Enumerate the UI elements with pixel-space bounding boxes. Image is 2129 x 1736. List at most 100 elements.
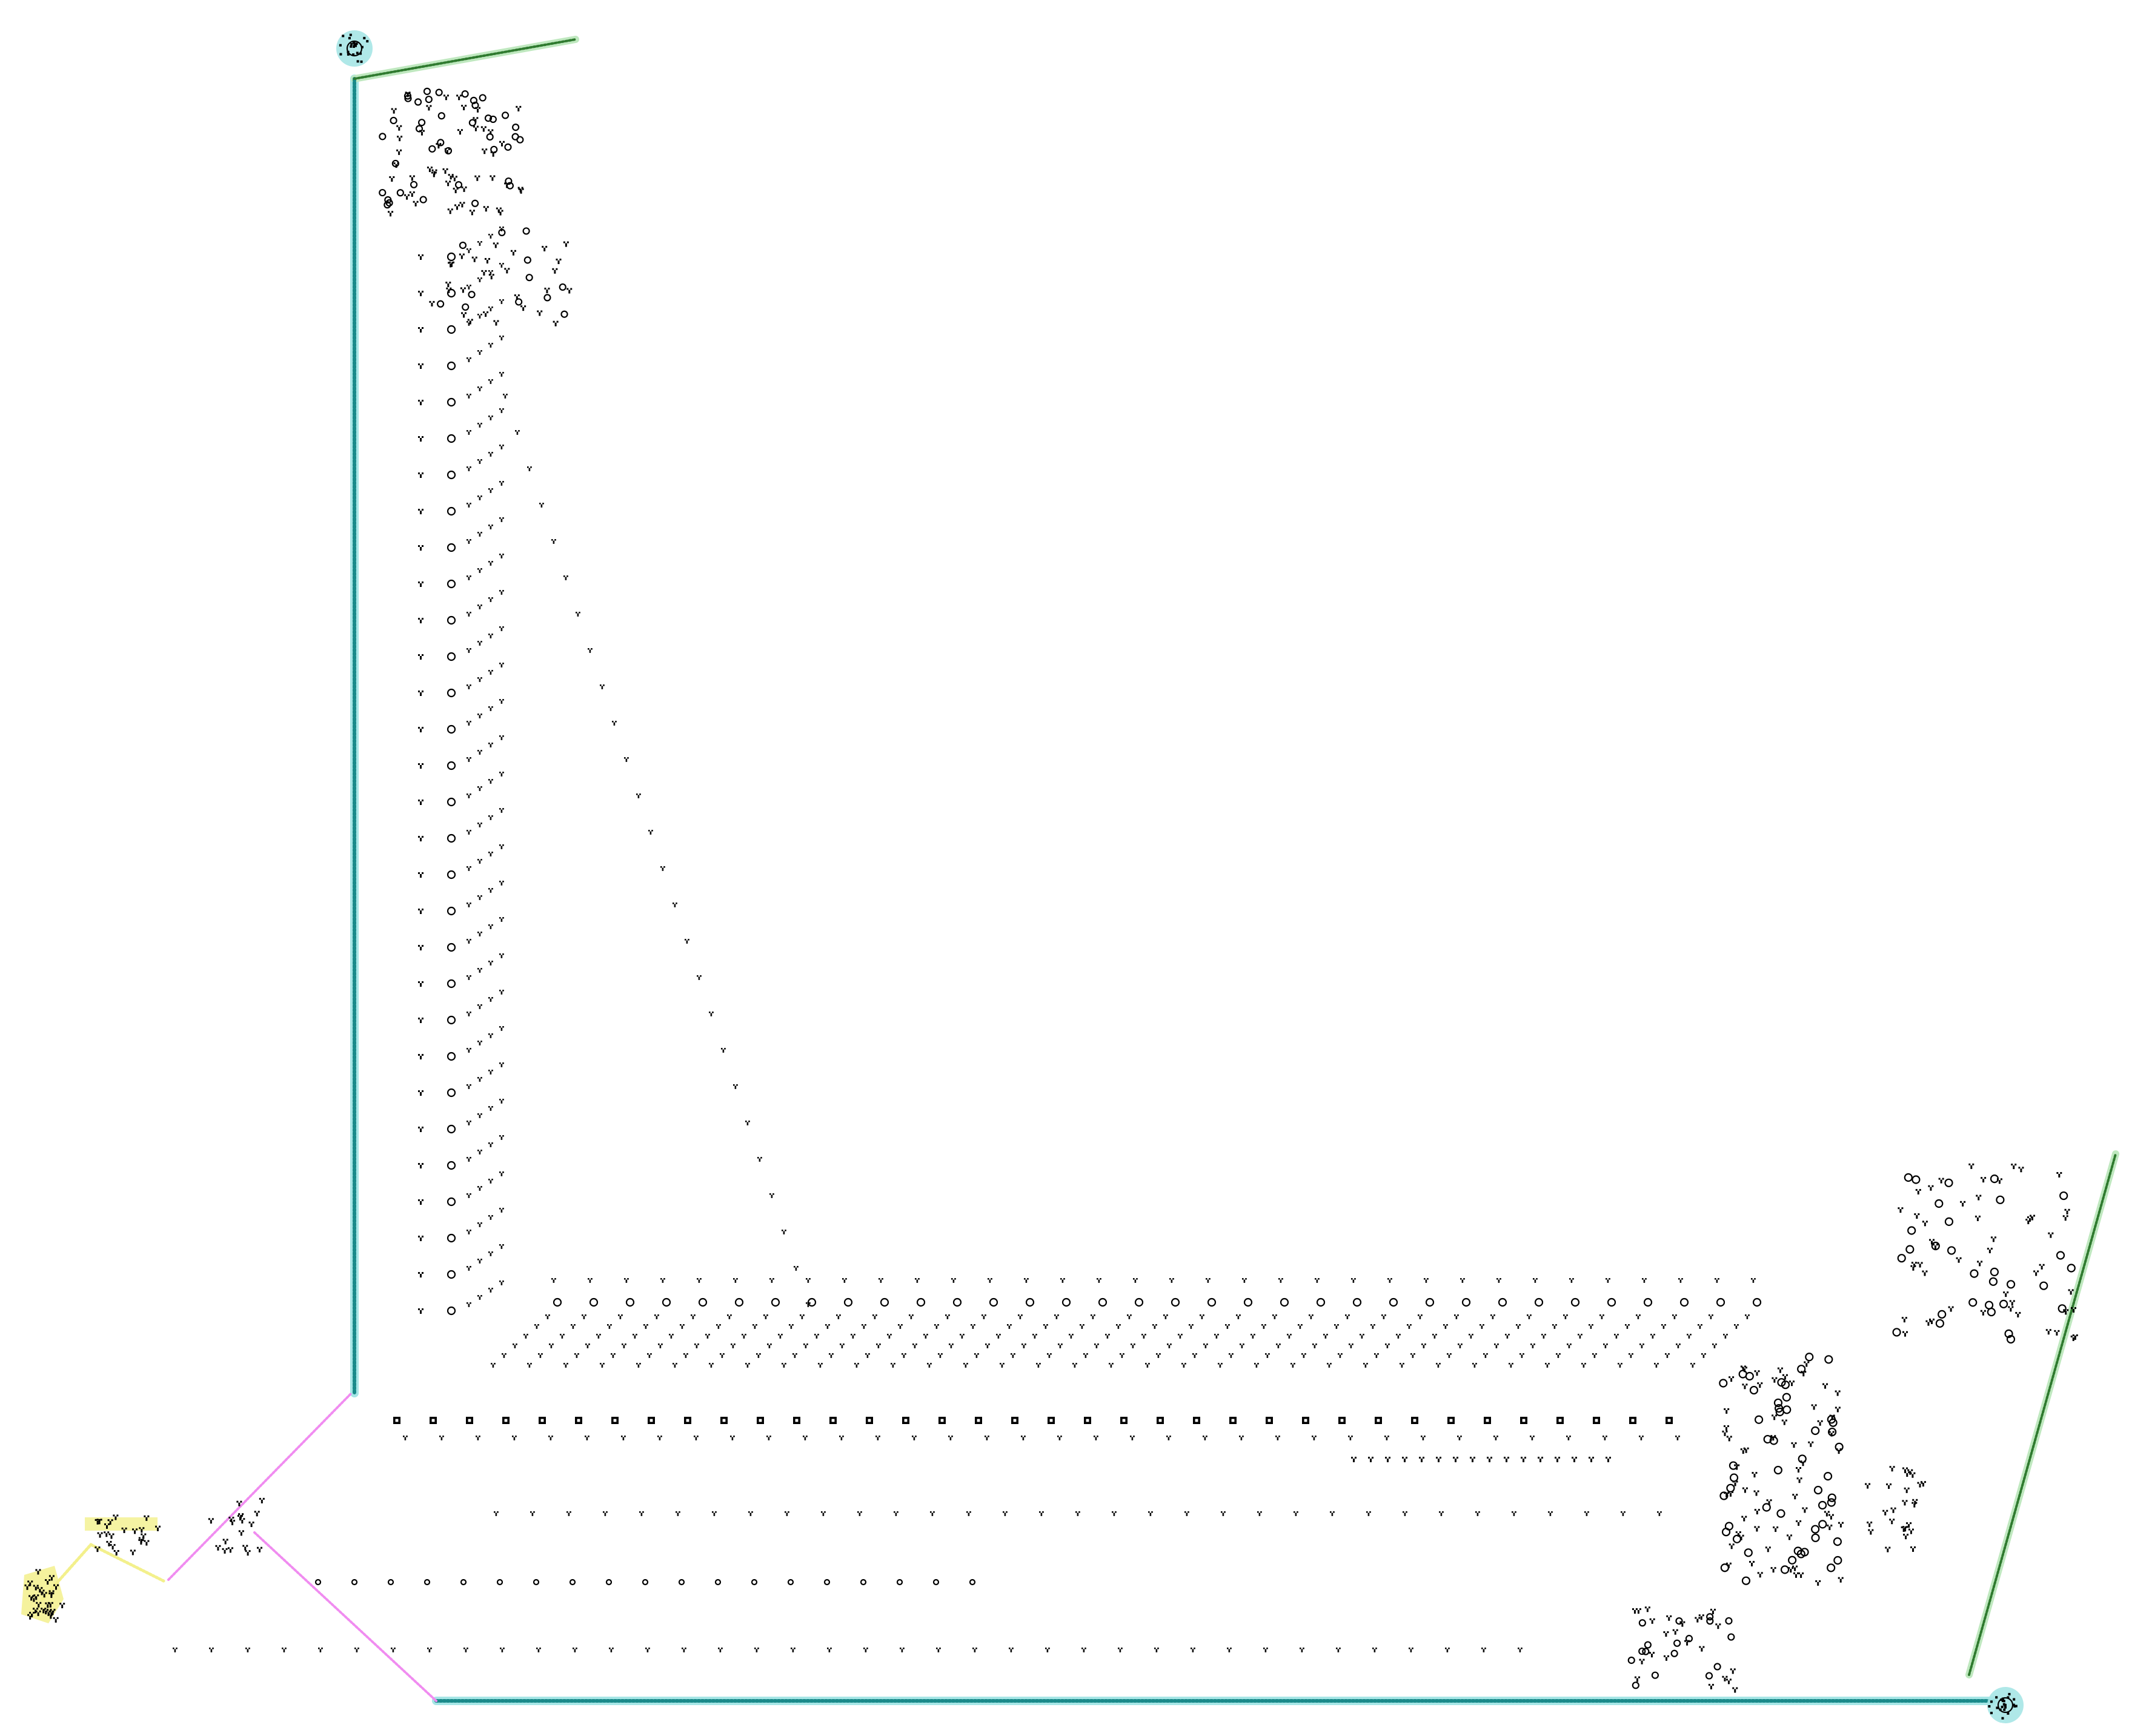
cell-dot-icon <box>1746 1317 1749 1319</box>
cell-dot-icon <box>1564 1316 1567 1318</box>
cell-dot-icon <box>350 45 353 48</box>
cell-dot-icon <box>576 1356 578 1358</box>
cell-dot-icon <box>1904 1528 1907 1530</box>
cell-dot-icon <box>418 581 420 583</box>
cell-dot-icon <box>613 722 616 724</box>
cell-dot-icon <box>422 1090 423 1092</box>
cell-dot-icon <box>1257 1363 1259 1365</box>
cell-dot-icon <box>1775 1414 1778 1417</box>
cell-glyph <box>1789 1380 1795 1386</box>
cell-dot-icon <box>1014 1353 1015 1355</box>
cell-dot-icon <box>480 1041 482 1042</box>
cell-glyph <box>228 1517 234 1523</box>
cell-dot-icon <box>843 1279 846 1282</box>
cell-glyph <box>1338 1353 1343 1358</box>
cell-dot-icon <box>1712 1612 1714 1614</box>
cell-dot-icon <box>1777 1367 1779 1370</box>
cell-glyph <box>1938 1178 1944 1184</box>
cell-dot-icon <box>500 375 503 377</box>
cell-dot-icon <box>31 1615 33 1617</box>
cell-dot-icon <box>488 634 490 635</box>
cell-dot-icon <box>1097 1343 1099 1345</box>
cell-dot-icon <box>1145 1363 1147 1365</box>
cell-dot-icon <box>842 1436 844 1437</box>
cell-glyph <box>47 1602 53 1608</box>
cell-dot-icon <box>1439 1363 1441 1365</box>
cell-dot-icon <box>1919 1188 1921 1191</box>
cell-dot-icon <box>1097 1436 1098 1437</box>
cell-dot-icon <box>1532 1345 1534 1347</box>
cell-glyph <box>2025 1219 2031 1225</box>
cell-dot-icon <box>339 44 342 47</box>
cell-dot-icon <box>1911 1502 1914 1504</box>
cell-glyph <box>499 336 504 340</box>
cell-dot-icon <box>1551 1511 1553 1513</box>
cell-dot-icon <box>1737 1324 1739 1326</box>
cell-dot-icon <box>224 1540 227 1543</box>
cell-dot-icon <box>261 1501 263 1503</box>
cell-dot-icon <box>398 128 400 131</box>
cell-dot-icon <box>574 1649 576 1651</box>
cell-dot-icon <box>1410 1324 1412 1326</box>
cell-dot-icon <box>1742 1367 1744 1370</box>
ring-cell-icon <box>1644 1641 1652 1649</box>
cell-dot-icon <box>586 1437 588 1439</box>
cell-dot-icon <box>1924 1274 1926 1276</box>
cell-dot-icon <box>1078 1511 1080 1513</box>
cell-dot-icon <box>1718 1278 1719 1280</box>
cell-dot-icon <box>1779 1371 1781 1373</box>
cell-dot-icon <box>479 680 481 682</box>
cell-dot-icon <box>771 1279 773 1282</box>
cell-dot-icon <box>552 1343 554 1345</box>
cell-dot-icon <box>526 1334 528 1336</box>
dense-cell-icon <box>1411 1417 1418 1424</box>
cell-dot-icon <box>679 1511 680 1513</box>
cell-dot-icon <box>717 1325 720 1328</box>
cell-glyph <box>1418 1314 1423 1319</box>
cell-dot-icon <box>499 263 501 265</box>
cell-dot-icon <box>568 291 571 294</box>
cell-dot-icon <box>1534 1281 1536 1283</box>
cell-glyph <box>1734 1324 1739 1329</box>
cell-glyph <box>499 517 504 522</box>
ring-cell-icon <box>1498 1297 1507 1307</box>
dense-cell-icon <box>430 1417 437 1424</box>
cell-dot-icon <box>936 1648 938 1649</box>
cell-dot-icon <box>806 1302 808 1304</box>
cell-dot-icon <box>1724 1337 1727 1339</box>
cell-dot-icon <box>420 621 422 623</box>
cell-dot-icon <box>1712 1610 1714 1612</box>
cell-dot-icon <box>1958 1261 1960 1263</box>
cell-dot-icon <box>467 830 468 832</box>
cell-glyph <box>409 175 415 181</box>
cell-dot-icon <box>435 169 437 171</box>
cell-dot-icon <box>553 1281 555 1283</box>
cell-dot-icon <box>1556 1459 1558 1460</box>
cell-dot-icon <box>1728 1437 1730 1440</box>
cell-dot-icon <box>554 270 556 272</box>
cell-dot-icon <box>500 1064 503 1066</box>
cell-dot-icon <box>1884 1511 1887 1514</box>
cell-dot-icon <box>1813 1406 1815 1408</box>
ring-cell-icon <box>1461 1297 1471 1307</box>
cell-dot-icon <box>673 903 674 904</box>
cell-dot-icon <box>1190 1325 1192 1328</box>
cell-dot-icon <box>1287 1334 1289 1336</box>
cell-glyph <box>488 488 493 493</box>
cell-glyph <box>467 575 471 580</box>
cell-dot-icon <box>1497 1343 1499 1345</box>
cell-dot-icon <box>939 1356 942 1358</box>
cell-dot-icon <box>61 1605 64 1607</box>
cell-dot-icon <box>1727 1680 1730 1683</box>
cell-dot-icon <box>479 315 481 317</box>
cell-dot-icon <box>1798 1524 1800 1526</box>
cell-dot-icon <box>406 1436 408 1437</box>
cell-glyph <box>499 141 505 147</box>
cell-dot-icon <box>2064 1219 2067 1221</box>
cell-dot-icon <box>783 1231 785 1233</box>
cell-dot-icon <box>1187 1511 1189 1513</box>
cell-dot-icon <box>1301 1651 1303 1652</box>
cell-dot-icon <box>1528 1316 1530 1318</box>
cell-dot-icon <box>727 1314 729 1316</box>
cell-glyph <box>527 1363 532 1368</box>
